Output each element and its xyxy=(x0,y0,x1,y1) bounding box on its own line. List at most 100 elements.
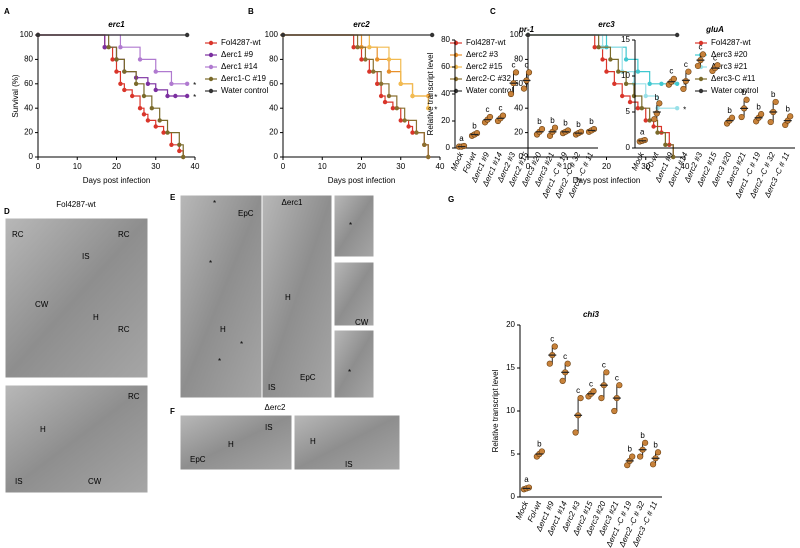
y-tick-label: 15 xyxy=(506,363,515,372)
survival-point xyxy=(410,130,415,135)
y-tick-label: 40 xyxy=(441,89,450,98)
micrograph xyxy=(261,194,333,399)
micrograph-label: H xyxy=(93,313,99,322)
micrograph xyxy=(179,414,293,471)
micrograph-label: RC xyxy=(12,230,24,239)
survival-point xyxy=(386,93,392,99)
data-point xyxy=(520,85,528,92)
data-point xyxy=(486,113,494,121)
legend-label: Δerc3 #20 xyxy=(711,50,748,59)
survival-point xyxy=(141,112,147,117)
y-tick-label: 80 xyxy=(24,55,33,64)
panel-letter: G xyxy=(448,195,454,204)
data-point xyxy=(772,98,779,106)
data-point xyxy=(656,100,663,107)
x-axis-label: Days post infection xyxy=(83,176,151,185)
legend-marker xyxy=(453,76,459,82)
micrograph-label: EpC xyxy=(238,209,254,218)
legend-label: Water control xyxy=(221,86,268,95)
y-tick-label: 80 xyxy=(514,55,523,64)
x-tick-label: 0 xyxy=(526,162,531,171)
significance-letter: c xyxy=(713,53,717,62)
survival-point xyxy=(153,69,158,74)
y-tick-label: 20 xyxy=(514,128,523,137)
survival-point xyxy=(525,32,531,38)
data-point xyxy=(598,395,605,402)
legend-marker xyxy=(208,76,214,82)
survival-point xyxy=(367,45,372,50)
x-axis-label: Days post infection xyxy=(573,176,641,185)
y-tick-label: 80 xyxy=(269,55,278,64)
survival-point xyxy=(623,81,629,87)
micrograph-label: * xyxy=(213,199,216,208)
y-tick-label: 0 xyxy=(626,143,631,152)
survival-point xyxy=(157,118,162,123)
survival-point xyxy=(655,106,660,111)
legend-label: Δerc2 #15 xyxy=(466,62,503,71)
significance-letter: b xyxy=(771,90,776,99)
legend-marker xyxy=(453,88,459,94)
survival-step xyxy=(528,34,678,85)
survival-step xyxy=(38,34,188,97)
data-point xyxy=(685,68,692,75)
chart-title: erc1 xyxy=(108,20,125,29)
survival-point xyxy=(378,93,384,99)
data-point xyxy=(538,448,545,455)
survival-point xyxy=(382,99,388,105)
survival-point xyxy=(375,57,380,62)
survival-point xyxy=(674,106,680,111)
y-axis-label: Relative transcript level xyxy=(491,369,500,452)
significance: * xyxy=(683,105,686,114)
legend-label: Δerc1 #14 xyxy=(221,62,258,71)
survival-point xyxy=(394,106,400,111)
significance-letter: a xyxy=(459,134,464,143)
micrograph-label: CW xyxy=(35,300,49,309)
legend-label: Fol4287-wt xyxy=(466,38,506,47)
significance-letter: b xyxy=(537,117,542,126)
data-point xyxy=(590,126,598,133)
survival-point xyxy=(165,130,170,135)
survival-point xyxy=(671,154,676,160)
survival-step xyxy=(38,34,188,85)
survival-point xyxy=(647,81,652,87)
legend-label: Water control xyxy=(711,86,758,95)
data-point xyxy=(538,126,546,133)
legend-label: Δerc3-C #11 xyxy=(711,74,756,83)
micrograph-title: Fol4287-wt xyxy=(56,200,96,209)
survival-point xyxy=(659,81,664,87)
significance: * xyxy=(434,93,437,102)
y-tick-label: 0 xyxy=(511,492,516,501)
y-tick-label: 10 xyxy=(506,406,515,415)
significance-letter: c xyxy=(684,60,688,69)
data-point xyxy=(525,484,533,491)
x-tick-label: 30 xyxy=(641,162,650,171)
significance-letter: c xyxy=(576,386,580,395)
chart-title: erc3 xyxy=(598,20,615,29)
survival-point xyxy=(639,106,645,111)
panel-letter: B xyxy=(248,7,254,16)
significance-letter: b xyxy=(628,445,633,454)
significance-letter: c xyxy=(615,373,619,382)
x-tick-label: 20 xyxy=(602,162,611,171)
y-tick-label: 0 xyxy=(29,152,34,161)
y-tick-label: 100 xyxy=(510,30,524,39)
survival-step xyxy=(283,34,429,157)
micrograph-label: EpC xyxy=(190,455,206,464)
data-point xyxy=(787,113,794,120)
micrograph xyxy=(179,194,263,399)
survival-point xyxy=(674,32,680,38)
micrograph xyxy=(333,261,375,327)
micrograph-title: Δerc2 xyxy=(265,403,286,412)
y-tick-label: 80 xyxy=(441,35,450,44)
significance-letter: b xyxy=(472,121,477,130)
data-point xyxy=(577,395,584,402)
significance-letter: b xyxy=(742,88,747,97)
chart-title: pr-1 xyxy=(518,25,535,34)
legend-label: Δerc1-C #19 xyxy=(221,74,266,83)
panel-letter: F xyxy=(170,407,175,416)
survival-point xyxy=(184,81,190,87)
significance-letter: b xyxy=(727,106,732,115)
survival-point xyxy=(145,118,151,123)
survival-point xyxy=(402,118,407,123)
significance-letter: b xyxy=(653,440,658,449)
